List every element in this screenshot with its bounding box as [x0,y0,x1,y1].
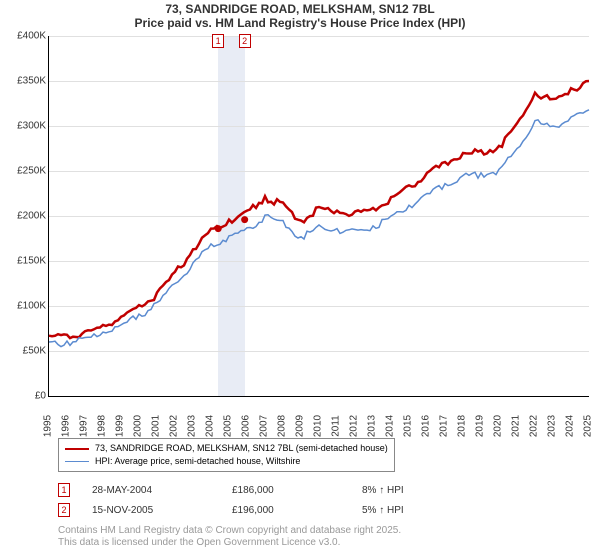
sale-marker-1-icon: 1 [58,483,70,497]
credit-text: Contains HM Land Registry data © Crown c… [58,525,401,549]
xtick-label: 2012 [349,415,360,437]
ytick-label: £0 [35,391,46,402]
xtick-label: 2009 [295,415,306,437]
legend: 73, SANDRIDGE ROAD, MELKSHAM, SN12 7BL (… [58,438,395,472]
sale-row-1: 1 28-MAY-2004 £186,000 8% ↑ HPI [58,480,482,500]
sale-marker-chart-2: 2 [239,34,251,48]
xtick-label: 2008 [277,415,288,437]
xtick-label: 2020 [493,415,504,437]
xtick-label: 2018 [457,415,468,437]
legend-swatch-1 [65,461,89,462]
legend-label-0: 73, SANDRIDGE ROAD, MELKSHAM, SN12 7BL (… [95,442,388,455]
xtick-label: 2019 [475,415,486,437]
xtick-label: 2022 [529,415,540,437]
xtick-label: 2010 [313,415,324,437]
xtick-label: 2013 [367,415,378,437]
ytick-label: £50K [23,346,46,357]
xtick-label: 2015 [403,415,414,437]
xtick-label: 2005 [223,415,234,437]
xtick-label: 1996 [61,415,72,437]
xtick-label: 2004 [205,415,216,437]
legend-row-1: HPI: Average price, semi-detached house,… [65,455,388,468]
series-line-0 [49,81,589,338]
xtick-label: 2017 [439,415,450,437]
chart-lines [49,36,589,396]
xtick-label: 1995 [43,415,54,437]
xtick-label: 2024 [565,415,576,437]
xtick-label: 2023 [547,415,558,437]
sale-row-2: 2 15-NOV-2005 £196,000 5% ↑ HPI [58,500,482,520]
xtick-label: 2002 [169,415,180,437]
ytick-label: £350K [17,76,46,87]
ytick-label: £250K [17,166,46,177]
sale-marker-chart-1: 1 [212,34,224,48]
xtick-label: 2007 [259,415,270,437]
price-chart: 73, SANDRIDGE ROAD, MELKSHAM, SN12 7BL P… [0,0,600,440]
xtick-label: 1997 [79,415,90,437]
xtick-label: 2016 [421,415,432,437]
sale-dot-2 [241,216,248,223]
xtick-label: 1998 [97,415,108,437]
legend-row-0: 73, SANDRIDGE ROAD, MELKSHAM, SN12 7BL (… [65,442,388,455]
xtick-label: 2000 [133,415,144,437]
ytick-label: £400K [17,31,46,42]
xtick-label: 2014 [385,415,396,437]
sale-pct-1: 8% ↑ HPI [362,485,482,496]
sale-price-2: £196,000 [232,505,362,516]
chart-title-2: Price paid vs. HM Land Registry's House … [0,16,600,30]
chart-title-1: 73, SANDRIDGE ROAD, MELKSHAM, SN12 7BL [0,0,600,16]
legend-swatch-0 [65,448,89,450]
xtick-label: 1999 [115,415,126,437]
xtick-label: 2006 [241,415,252,437]
xtick-label: 2003 [187,415,198,437]
credit-line-1: Contains HM Land Registry data © Crown c… [58,525,401,537]
xtick-label: 2025 [583,415,594,437]
sale-date-1: 28-MAY-2004 [92,485,232,496]
sale-dot-1 [215,225,222,232]
sale-pct-2: 5% ↑ HPI [362,505,482,516]
xtick-label: 2011 [331,415,342,437]
legend-label-1: HPI: Average price, semi-detached house,… [95,455,300,468]
ytick-label: £200K [17,211,46,222]
xtick-label: 2001 [151,415,162,437]
plot-area: 12 [48,36,589,397]
ytick-label: £300K [17,121,46,132]
credit-line-2: This data is licensed under the Open Gov… [58,537,401,549]
xtick-label: 2021 [511,415,522,437]
sale-date-2: 15-NOV-2005 [92,505,232,516]
ytick-label: £150K [17,256,46,267]
ytick-label: £100K [17,301,46,312]
sale-price-1: £186,000 [232,485,362,496]
sale-events-table: 1 28-MAY-2004 £186,000 8% ↑ HPI 2 15-NOV… [58,480,482,520]
sale-marker-2-icon: 2 [58,503,70,517]
